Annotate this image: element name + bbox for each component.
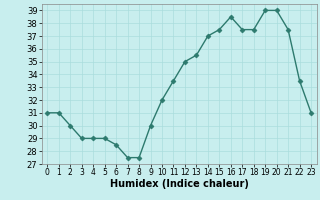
X-axis label: Humidex (Indice chaleur): Humidex (Indice chaleur) (110, 179, 249, 189)
